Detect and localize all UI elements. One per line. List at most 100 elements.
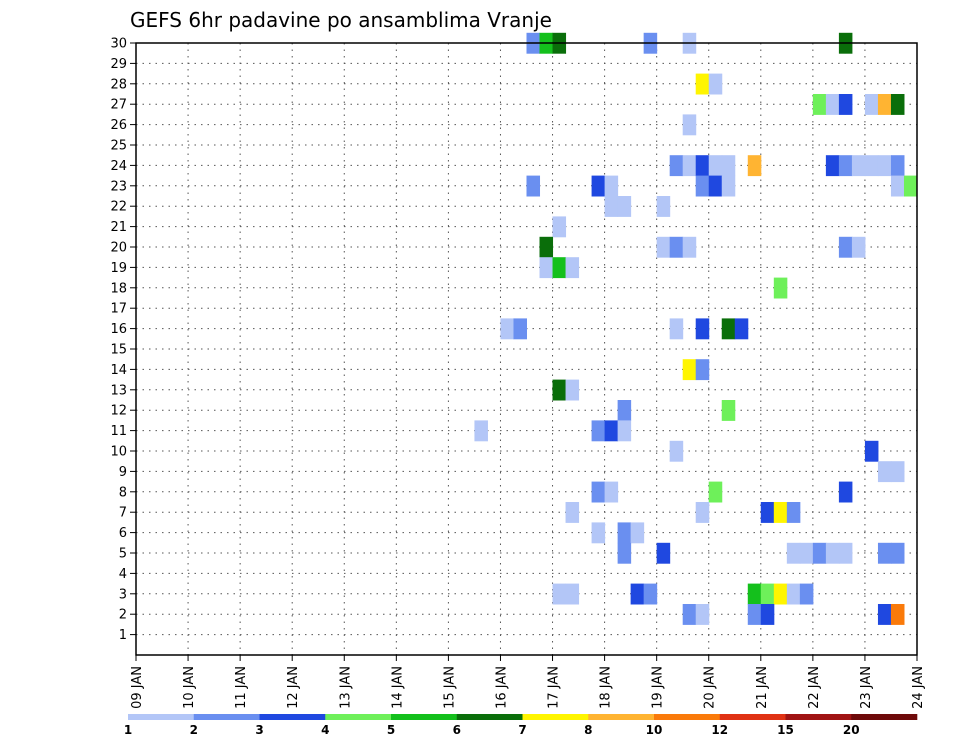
precip-cell (760, 502, 775, 523)
precip-cell (747, 583, 762, 605)
precip-cell (812, 542, 827, 564)
colorbar-segment (654, 714, 721, 720)
precip-cell (890, 94, 905, 115)
precip-cell (708, 175, 723, 197)
precip-cell (708, 481, 723, 503)
precip-cell (747, 155, 762, 177)
y-axis: 1234567891011121314151617181920212223242… (110, 37, 136, 643)
precip-cell (773, 583, 788, 605)
precip-cell (747, 604, 762, 625)
precip-cell (565, 257, 580, 279)
colorbar-label: 15 (777, 723, 794, 737)
y-tick-label: 7 (119, 506, 127, 521)
precip-cell (903, 175, 918, 197)
precip-cell (721, 175, 736, 197)
precip-cell (734, 318, 749, 340)
colorbar-label: 10 (646, 723, 663, 737)
precip-cell (565, 583, 580, 605)
x-tick-label: 22 JAN (807, 666, 822, 709)
precip-cell (851, 155, 866, 177)
precip-cell (838, 155, 853, 177)
y-tick-label: 11 (110, 424, 127, 439)
colorbar-segment (456, 714, 523, 720)
precip-cell (708, 73, 723, 95)
y-tick-label: 10 (110, 445, 127, 460)
y-tick-label: 14 (110, 363, 127, 378)
precip-cell (864, 155, 879, 177)
x-tick-label: 21 JAN (755, 666, 770, 709)
precip-cell (669, 440, 684, 462)
precip-cell (838, 94, 853, 115)
y-tick-label: 15 (110, 343, 127, 358)
x-axis: 09 JAN 10 JAN 11 JAN 12 JAN 13 JAN 14 JAN 15 J… (130, 655, 926, 709)
x-tick-label: 13 JAN (338, 666, 353, 709)
precip-cell (812, 94, 827, 115)
precip-cell (604, 175, 619, 197)
y-tick-label: 21 (110, 220, 127, 235)
precip-cell (721, 318, 736, 340)
x-tick-label: 12 JAN (286, 666, 301, 709)
precip-cell (617, 196, 632, 217)
y-tick-label: 12 (110, 404, 127, 419)
precip-cell (890, 175, 905, 197)
precip-cell (539, 236, 554, 258)
y-tick-label: 18 (110, 281, 127, 296)
precip-cell (591, 522, 606, 544)
y-tick-label: 25 (110, 139, 127, 154)
precip-cell (877, 461, 892, 483)
precip-cell (526, 175, 541, 197)
y-tick-label: 8 (119, 485, 127, 500)
precip-cell (565, 502, 580, 523)
precip-cell (890, 155, 905, 177)
precip-cell (721, 155, 736, 177)
precip-cell (591, 420, 606, 442)
precip-cell (682, 604, 697, 625)
precip-cell (474, 420, 488, 442)
precip-cell (695, 359, 710, 381)
chart-title: GEFS 6hr padavine po ansamblima Vranje (130, 8, 552, 32)
x-tick-label: 11 JAN (234, 666, 249, 709)
precip-cell (877, 155, 892, 177)
precip-cell (825, 94, 840, 115)
precip-cell (864, 440, 879, 462)
precip-cell (890, 461, 905, 483)
y-tick-label: 30 (110, 37, 127, 52)
precip-cell (695, 502, 710, 523)
y-tick-label: 6 (119, 526, 127, 541)
precip-cell (838, 542, 853, 564)
precip-cell (825, 542, 840, 564)
precip-cell (552, 257, 567, 279)
colorbar-label: 8 (584, 723, 592, 737)
x-tick-label: 17 JAN (547, 666, 562, 709)
precip-cell (630, 522, 645, 544)
x-tick-label: 15 JAN (442, 666, 457, 709)
colorbar-segment (193, 714, 260, 720)
y-tick-label: 20 (110, 241, 127, 256)
precip-cell (682, 114, 697, 136)
precip-cell (877, 94, 892, 115)
y-tick-label: 5 (119, 547, 127, 562)
precip-cell (760, 583, 775, 605)
colorbar-segment (325, 714, 392, 720)
x-tick-label: 23 JAN (859, 666, 874, 709)
colorbar-label: 2 (190, 723, 198, 737)
y-tick-label: 16 (110, 322, 127, 337)
precip-cell (864, 94, 879, 115)
precip-cell (656, 236, 671, 258)
colorbar-label: 3 (255, 723, 263, 737)
precip-cell (591, 481, 606, 503)
x-tick-label: 18 JAN (599, 666, 614, 709)
precip-cell (682, 236, 697, 258)
colorbar-segment (391, 714, 458, 720)
colorbar-segment (851, 714, 918, 720)
precip-cell (617, 522, 632, 544)
colorbar-segment (785, 714, 852, 720)
precip-cell (643, 583, 658, 605)
precip-cell (786, 502, 801, 523)
precip-cell (773, 277, 788, 299)
precip-cell (500, 318, 514, 340)
colorbar-label: 12 (711, 723, 728, 737)
x-tick-label: 24 JAN (911, 666, 926, 709)
y-tick-label: 22 (110, 200, 127, 215)
precip-cell (682, 359, 697, 381)
